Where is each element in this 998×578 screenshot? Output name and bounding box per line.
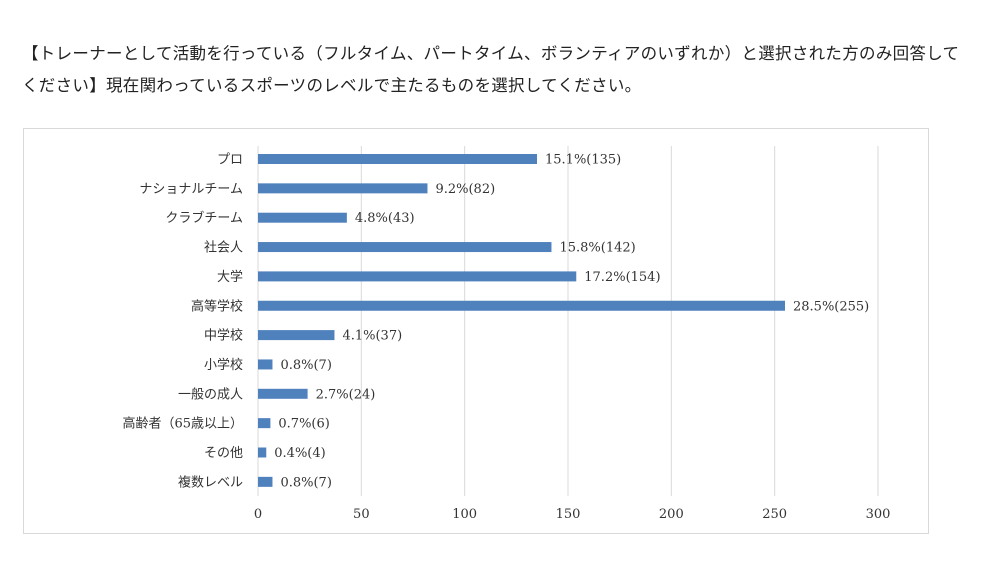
- data-label: 15.1%(135): [545, 153, 621, 168]
- category-label: その他: [204, 446, 243, 461]
- data-label: 0.8%(7): [280, 475, 331, 490]
- data-label: 2.7%(24): [316, 387, 376, 402]
- category-label: 高齢者（65歳以上）: [122, 416, 243, 432]
- x-tick-label: 150: [556, 507, 581, 522]
- x-tick-label: 50: [353, 507, 370, 522]
- x-tick-label: 300: [866, 507, 891, 522]
- bar: [258, 418, 271, 429]
- x-tick-label: 100: [452, 507, 477, 522]
- data-label: 0.4%(4): [274, 446, 325, 461]
- category-label: プロ: [217, 153, 243, 168]
- category-label: クラブチーム: [165, 210, 243, 226]
- category-label: 高等学校: [191, 298, 243, 314]
- bar: [258, 447, 267, 458]
- x-tick-label: 0: [254, 507, 262, 522]
- category-label: 複数レベル: [178, 474, 243, 490]
- x-tick-label: 200: [659, 507, 684, 522]
- category-label: ナショナルチーム: [139, 182, 243, 197]
- bar: [258, 388, 308, 399]
- bar: [258, 271, 577, 282]
- category-label: 中学校: [204, 328, 243, 344]
- category-label: 小学校: [204, 357, 243, 373]
- data-label: 4.8%(43): [355, 211, 415, 226]
- data-label: 15.8%(142): [559, 241, 635, 256]
- category-label: 大学: [217, 269, 243, 285]
- bar: [258, 242, 552, 253]
- data-label: 28.5%(255): [793, 299, 869, 314]
- data-label: 9.2%(82): [435, 182, 495, 197]
- bar: [258, 212, 347, 223]
- data-label: 0.8%(7): [280, 358, 331, 373]
- data-label: 0.7%(6): [278, 417, 329, 432]
- data-label: 4.1%(37): [342, 329, 402, 344]
- x-tick-label: 250: [762, 507, 787, 522]
- bar: [258, 476, 273, 487]
- bar: [258, 154, 537, 164]
- bar: [258, 359, 273, 370]
- category-label: 一般の成人: [178, 386, 243, 402]
- chart-frame: [23, 128, 929, 534]
- question-text: 【トレーナーとして活動を行っている（フルタイム、パートタイム、ボランティアのいず…: [22, 44, 960, 95]
- bar: [258, 183, 428, 194]
- category-label: 社会人: [204, 240, 243, 256]
- bar: [258, 300, 785, 311]
- bar: [258, 330, 335, 341]
- data-label: 17.2%(154): [584, 270, 660, 285]
